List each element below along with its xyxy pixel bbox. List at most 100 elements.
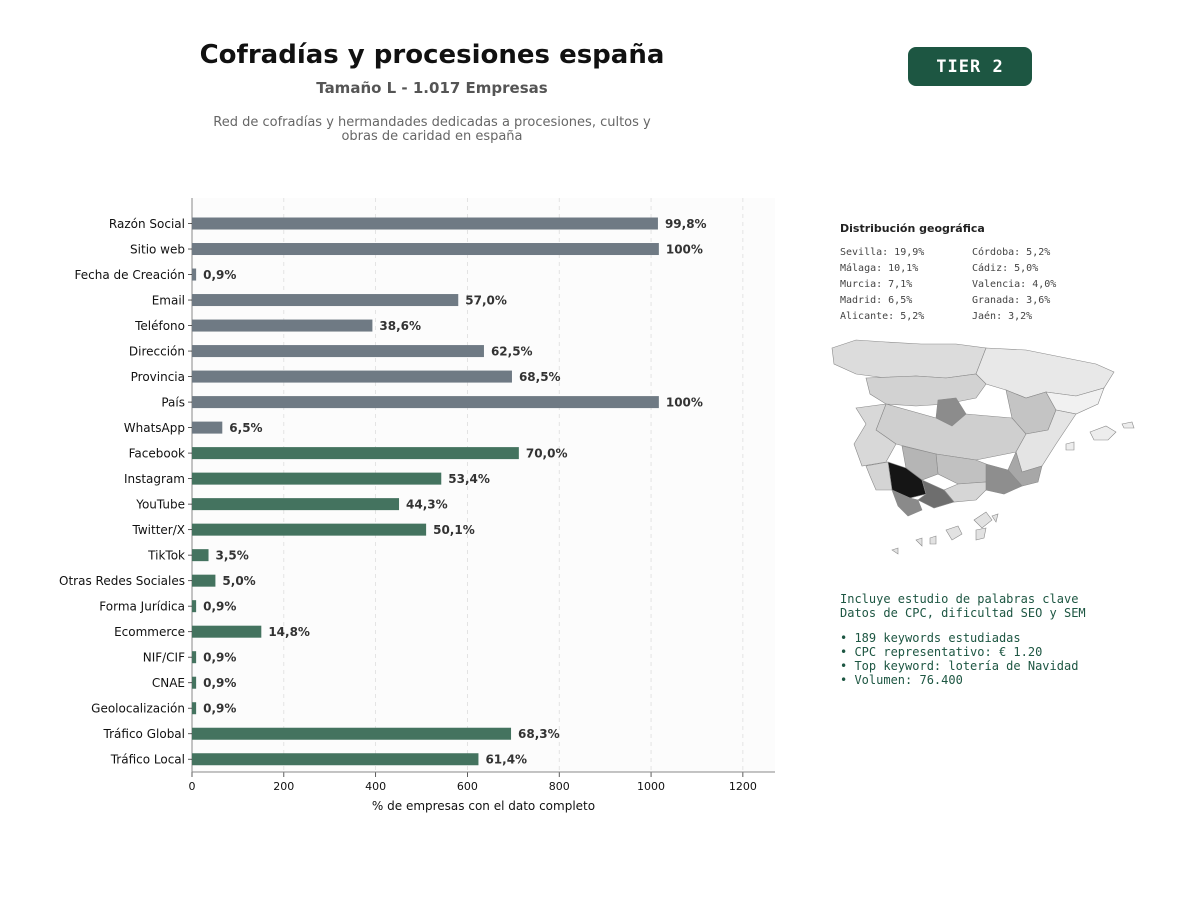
bar [192, 217, 658, 230]
data-label: 0,9% [203, 702, 236, 716]
page-subtitle: Tamaño L - 1.017 Empresas [316, 79, 548, 97]
y-tick-label: Tráfico Local [110, 753, 185, 767]
tier-badge: TIER 2 [908, 47, 1032, 86]
data-label: 70,0% [526, 447, 568, 461]
bar [192, 472, 442, 485]
page-description: Red de cofradías y hermandades dedicadas… [213, 115, 651, 144]
y-tick-label: YouTube [135, 498, 185, 512]
y-tick-label: Ecommerce [114, 625, 185, 639]
bar [192, 498, 400, 511]
keyword-bullet: • 189 keywords estudiadas [840, 631, 1021, 645]
map-malaga [917, 479, 955, 509]
keywords-line1: Incluye estudio de palabras clave [840, 592, 1079, 606]
data-label: 99,8% [665, 217, 707, 231]
keywords-line2: Datos de CPC, dificultad SEO y SEM [840, 606, 1086, 620]
map-balearic [1089, 425, 1117, 441]
y-tick-label: Dirección [129, 345, 185, 359]
bar [192, 523, 427, 536]
bar [192, 243, 659, 256]
map-castilla-leon [865, 373, 987, 407]
x-tick-label: 200 [273, 780, 294, 793]
geo-item: Jaén: 3,2% [972, 311, 1033, 322]
data-label: 3,5% [216, 549, 249, 563]
y-tick-label: NIF/CIF [143, 651, 185, 665]
y-tick-label: Instagram [124, 472, 185, 486]
data-label: 61,4% [485, 753, 527, 767]
map-canary-3 [945, 525, 963, 541]
map-cadiz [891, 489, 923, 517]
x-tick-label: 400 [365, 780, 386, 793]
y-tick-label: Email [152, 294, 185, 308]
data-label: 53,4% [448, 472, 490, 486]
data-label: 44,3% [406, 498, 448, 512]
data-label: 62,5% [491, 345, 533, 359]
bar [192, 676, 197, 689]
data-label: 57,0% [465, 294, 507, 308]
bar [192, 574, 216, 587]
y-tick-label: Forma Jurídica [99, 600, 185, 614]
y-tick-label: WhatsApp [124, 421, 185, 435]
keywords-box: Incluye estudio de palabras clave Datos … [840, 592, 1086, 687]
map-canary-4 [929, 535, 937, 545]
map-canary-1 [973, 511, 993, 529]
y-tick-label: Sitio web [130, 243, 185, 257]
keyword-bullet: • CPC representativo: € 1.20 [840, 645, 1043, 659]
map-balearic-small [1121, 421, 1135, 429]
data-label: 100% [666, 243, 703, 257]
y-tick-label: Twitter/X [132, 523, 185, 537]
bar [192, 421, 223, 434]
x-tick-label: 1000 [637, 780, 665, 793]
y-tick-label: Facebook [129, 447, 185, 461]
geo-title: Distribución geográfica [840, 222, 985, 235]
geo-item: Granada: 3,6% [972, 295, 1051, 306]
bar [192, 268, 197, 281]
bar-chart: 0 200 400 600 800 1000 1200 Razón Social 99,8% Si… [59, 198, 775, 813]
x-tick-label: 0 [189, 780, 196, 793]
bar [192, 294, 459, 307]
data-label: 100% [666, 396, 703, 410]
bar [192, 345, 484, 358]
plot-background [192, 198, 775, 772]
data-label: 14,8% [268, 625, 310, 639]
geo-item: Cádiz: 5,0% [972, 263, 1039, 274]
bar [192, 396, 659, 409]
bar [192, 753, 479, 766]
keyword-bullet: • Top keyword: lotería de Navidad [840, 659, 1079, 673]
bar [192, 549, 209, 562]
geo-item: Sevilla: 19,9% [840, 247, 925, 258]
data-label: 50,1% [433, 523, 475, 537]
keyword-bullet: • Volumen: 76.400 [840, 673, 963, 687]
y-tick-label: Otras Redes Sociales [59, 574, 185, 588]
map-canary-2 [991, 513, 999, 523]
x-tick-label: 800 [549, 780, 570, 793]
y-tick-label: Teléfono [134, 319, 185, 333]
x-axis-label: % de empresas con el dato completo [372, 799, 595, 813]
data-label: 68,5% [519, 370, 561, 384]
bar [192, 319, 373, 332]
data-label: 68,3% [518, 727, 560, 741]
page-title: Cofradías y procesiones españa [199, 40, 665, 70]
bar [192, 651, 197, 664]
bar [192, 600, 197, 613]
geo-item: Córdoba: 5,2% [972, 247, 1051, 258]
y-tick-label: Provincia [131, 370, 185, 384]
geo-item: Málaga: 10,1% [840, 263, 919, 274]
bar [192, 370, 512, 383]
y-tick-label: Razón Social [109, 217, 185, 231]
geo-item: Madrid: 6,5% [840, 295, 913, 306]
y-tick-label: Geolocalización [91, 702, 185, 716]
data-label: 38,6% [379, 319, 421, 333]
y-tick-label: CNAE [152, 676, 185, 690]
map-north [831, 339, 987, 379]
x-tick-label: 600 [457, 780, 478, 793]
geo-item: Alicante: 5,2% [840, 311, 925, 322]
data-label: 5,0% [222, 574, 255, 588]
map-canary-7 [975, 527, 987, 541]
y-tick-label: Tráfico Global [103, 727, 185, 741]
map-northeast [975, 347, 1115, 399]
data-label: 0,9% [203, 268, 236, 282]
bar [192, 727, 512, 740]
map-canary-6 [891, 547, 899, 555]
y-tick-label: Fecha de Creación [75, 268, 185, 282]
spain-map [831, 339, 1135, 555]
